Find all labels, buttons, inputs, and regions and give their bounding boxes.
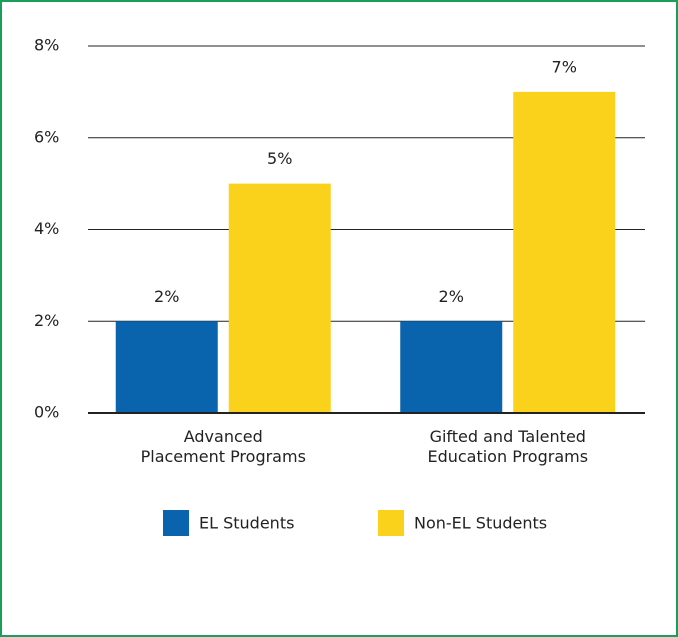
- y-tick-label: 0%: [34, 403, 59, 422]
- data-label: 5%: [267, 149, 292, 168]
- legend-label: Non-EL Students: [414, 514, 547, 533]
- legend-swatch: [378, 510, 404, 536]
- bar: [116, 321, 218, 413]
- y-tick-label: 4%: [34, 219, 59, 238]
- data-label: 2%: [439, 287, 464, 306]
- bar: [513, 92, 615, 413]
- legend-swatch: [163, 510, 189, 536]
- y-tick-label: 8%: [34, 36, 59, 55]
- x-tick-label: Gifted and Talented Education Programs: [378, 427, 638, 467]
- x-tick-label: Advanced Placement Programs: [93, 427, 353, 467]
- bar: [400, 321, 502, 413]
- bar: [229, 184, 331, 413]
- data-label: 7%: [552, 57, 577, 76]
- plot: 0% 2% 4% 6% 8% 2% 5% 2% 7% EL Students Non-EL Stud…: [2, 2, 676, 635]
- data-label: 2%: [154, 287, 179, 306]
- chart: 0% 2% 4% 6% 8% 2% 5% 2% 7% EL Students Non-EL Stud…: [0, 0, 678, 637]
- legend-label: EL Students: [199, 514, 294, 533]
- y-tick-label: 6%: [34, 127, 59, 146]
- y-tick-label: 2%: [34, 311, 59, 330]
